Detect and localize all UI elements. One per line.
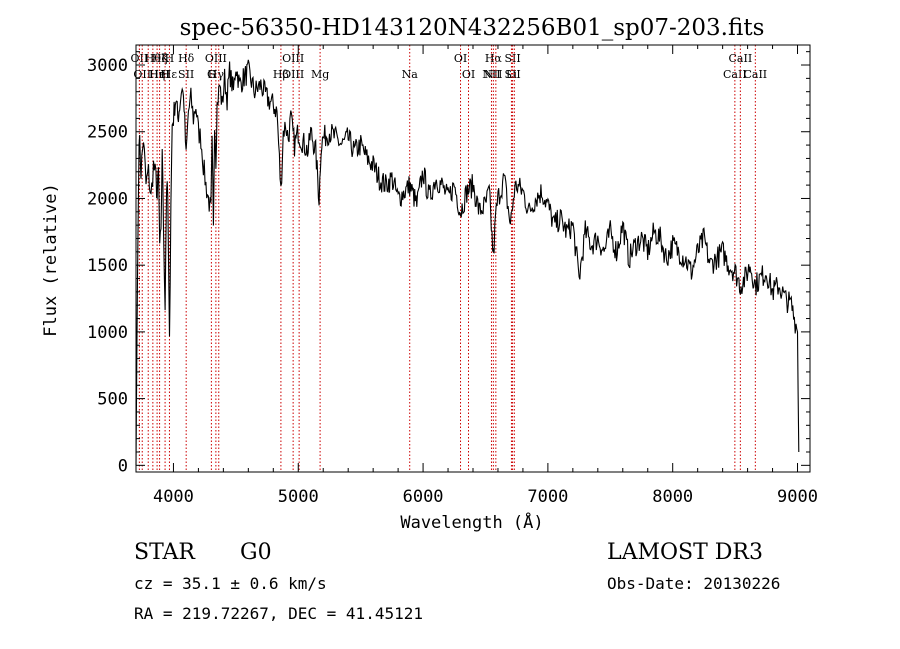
x-tick-label-4000: 4000 — [153, 487, 194, 507]
line-label-upper-20: Hα — [485, 52, 503, 65]
y-tick-label-500: 500 — [97, 390, 128, 410]
line-label-upper-13: OIII — [282, 52, 304, 65]
x-axis-label: Wavelength (Å) — [400, 511, 543, 533]
survey-label: LAMOST DR3 — [607, 540, 763, 565]
ticks-layer: 4000 5000 6000 7000 8000 9000 0 500 1000 1500 2000… — [87, 45, 818, 507]
object-class: STAR — [134, 540, 195, 565]
line-label-lower-6: H — [160, 68, 170, 81]
cz-value: cz = 35.1 ± 0.6 km/s — [134, 574, 327, 593]
line-label-lower-8: SII — [178, 68, 194, 81]
line-label-upper-5: Hζ — [152, 52, 168, 65]
line-label-upper-3: Hθ — [145, 52, 162, 65]
line-label-lower-16: Na — [402, 68, 419, 81]
y-tick-label-3000: 3000 — [87, 56, 128, 76]
line-label-lower-12: Hβ — [273, 68, 289, 81]
line-label-upper-26: CaII — [729, 52, 753, 65]
x-tick-label-6000: 6000 — [403, 487, 444, 507]
x-tick-label-9000: 9000 — [777, 487, 818, 507]
y-tick-label-1000: 1000 — [87, 323, 128, 343]
chart-title: spec-56350-HD143120N432256B01_sp07-203.f… — [180, 15, 765, 41]
line-label-upper-6: K — [161, 52, 170, 65]
y-tick-label-2500: 2500 — [87, 123, 128, 143]
line-label-lower-7: Hε — [162, 68, 178, 81]
line-label-lower-22: Li — [506, 68, 517, 81]
line-label-lower-4: Hη — [149, 68, 165, 81]
x-tick-label-5000: 5000 — [278, 487, 319, 507]
line-label-lower-27: CaII — [743, 68, 767, 81]
line-label-upper-0: OII — [131, 52, 149, 65]
line-label-lower-15: Mg — [311, 68, 329, 81]
line-label-upper-23: SII — [504, 52, 520, 65]
spectrum-layer — [135, 59, 800, 466]
y-tick-label-0: 0 — [118, 456, 128, 476]
line-label-upper-8: Hδ — [178, 52, 195, 65]
line-label-lower-23: SII — [504, 68, 520, 81]
y-tick-label-1500: 1500 — [87, 256, 128, 276]
y-axis-label: Flux (relative) — [41, 183, 61, 337]
line-label-lower-18: OI — [462, 68, 475, 81]
subclass: G0 — [240, 540, 272, 565]
obs-date: Obs-Date: 20130226 — [607, 574, 781, 593]
spectrum-line — [135, 59, 800, 466]
y-tick-label-2000: 2000 — [87, 189, 128, 209]
coordinates: RA = 219.72267, DEC = 41.45121 — [134, 604, 423, 623]
line-label-upper-7: H — [165, 52, 175, 65]
line-label-lower-9: G — [207, 68, 216, 81]
line-label-lower-13: OIII — [282, 68, 304, 81]
x-tick-label-7000: 7000 — [527, 487, 568, 507]
line-label-lower-20: NII — [484, 68, 502, 81]
line-label-lower-10: Hγ — [208, 68, 225, 81]
line-label-upper-17: OI — [454, 52, 467, 65]
line-label-lower-1: OII — [133, 68, 151, 81]
x-tick-label-8000: 8000 — [652, 487, 693, 507]
line-label-upper-10: OIII — [205, 52, 227, 65]
axes-frame — [135, 44, 811, 473]
